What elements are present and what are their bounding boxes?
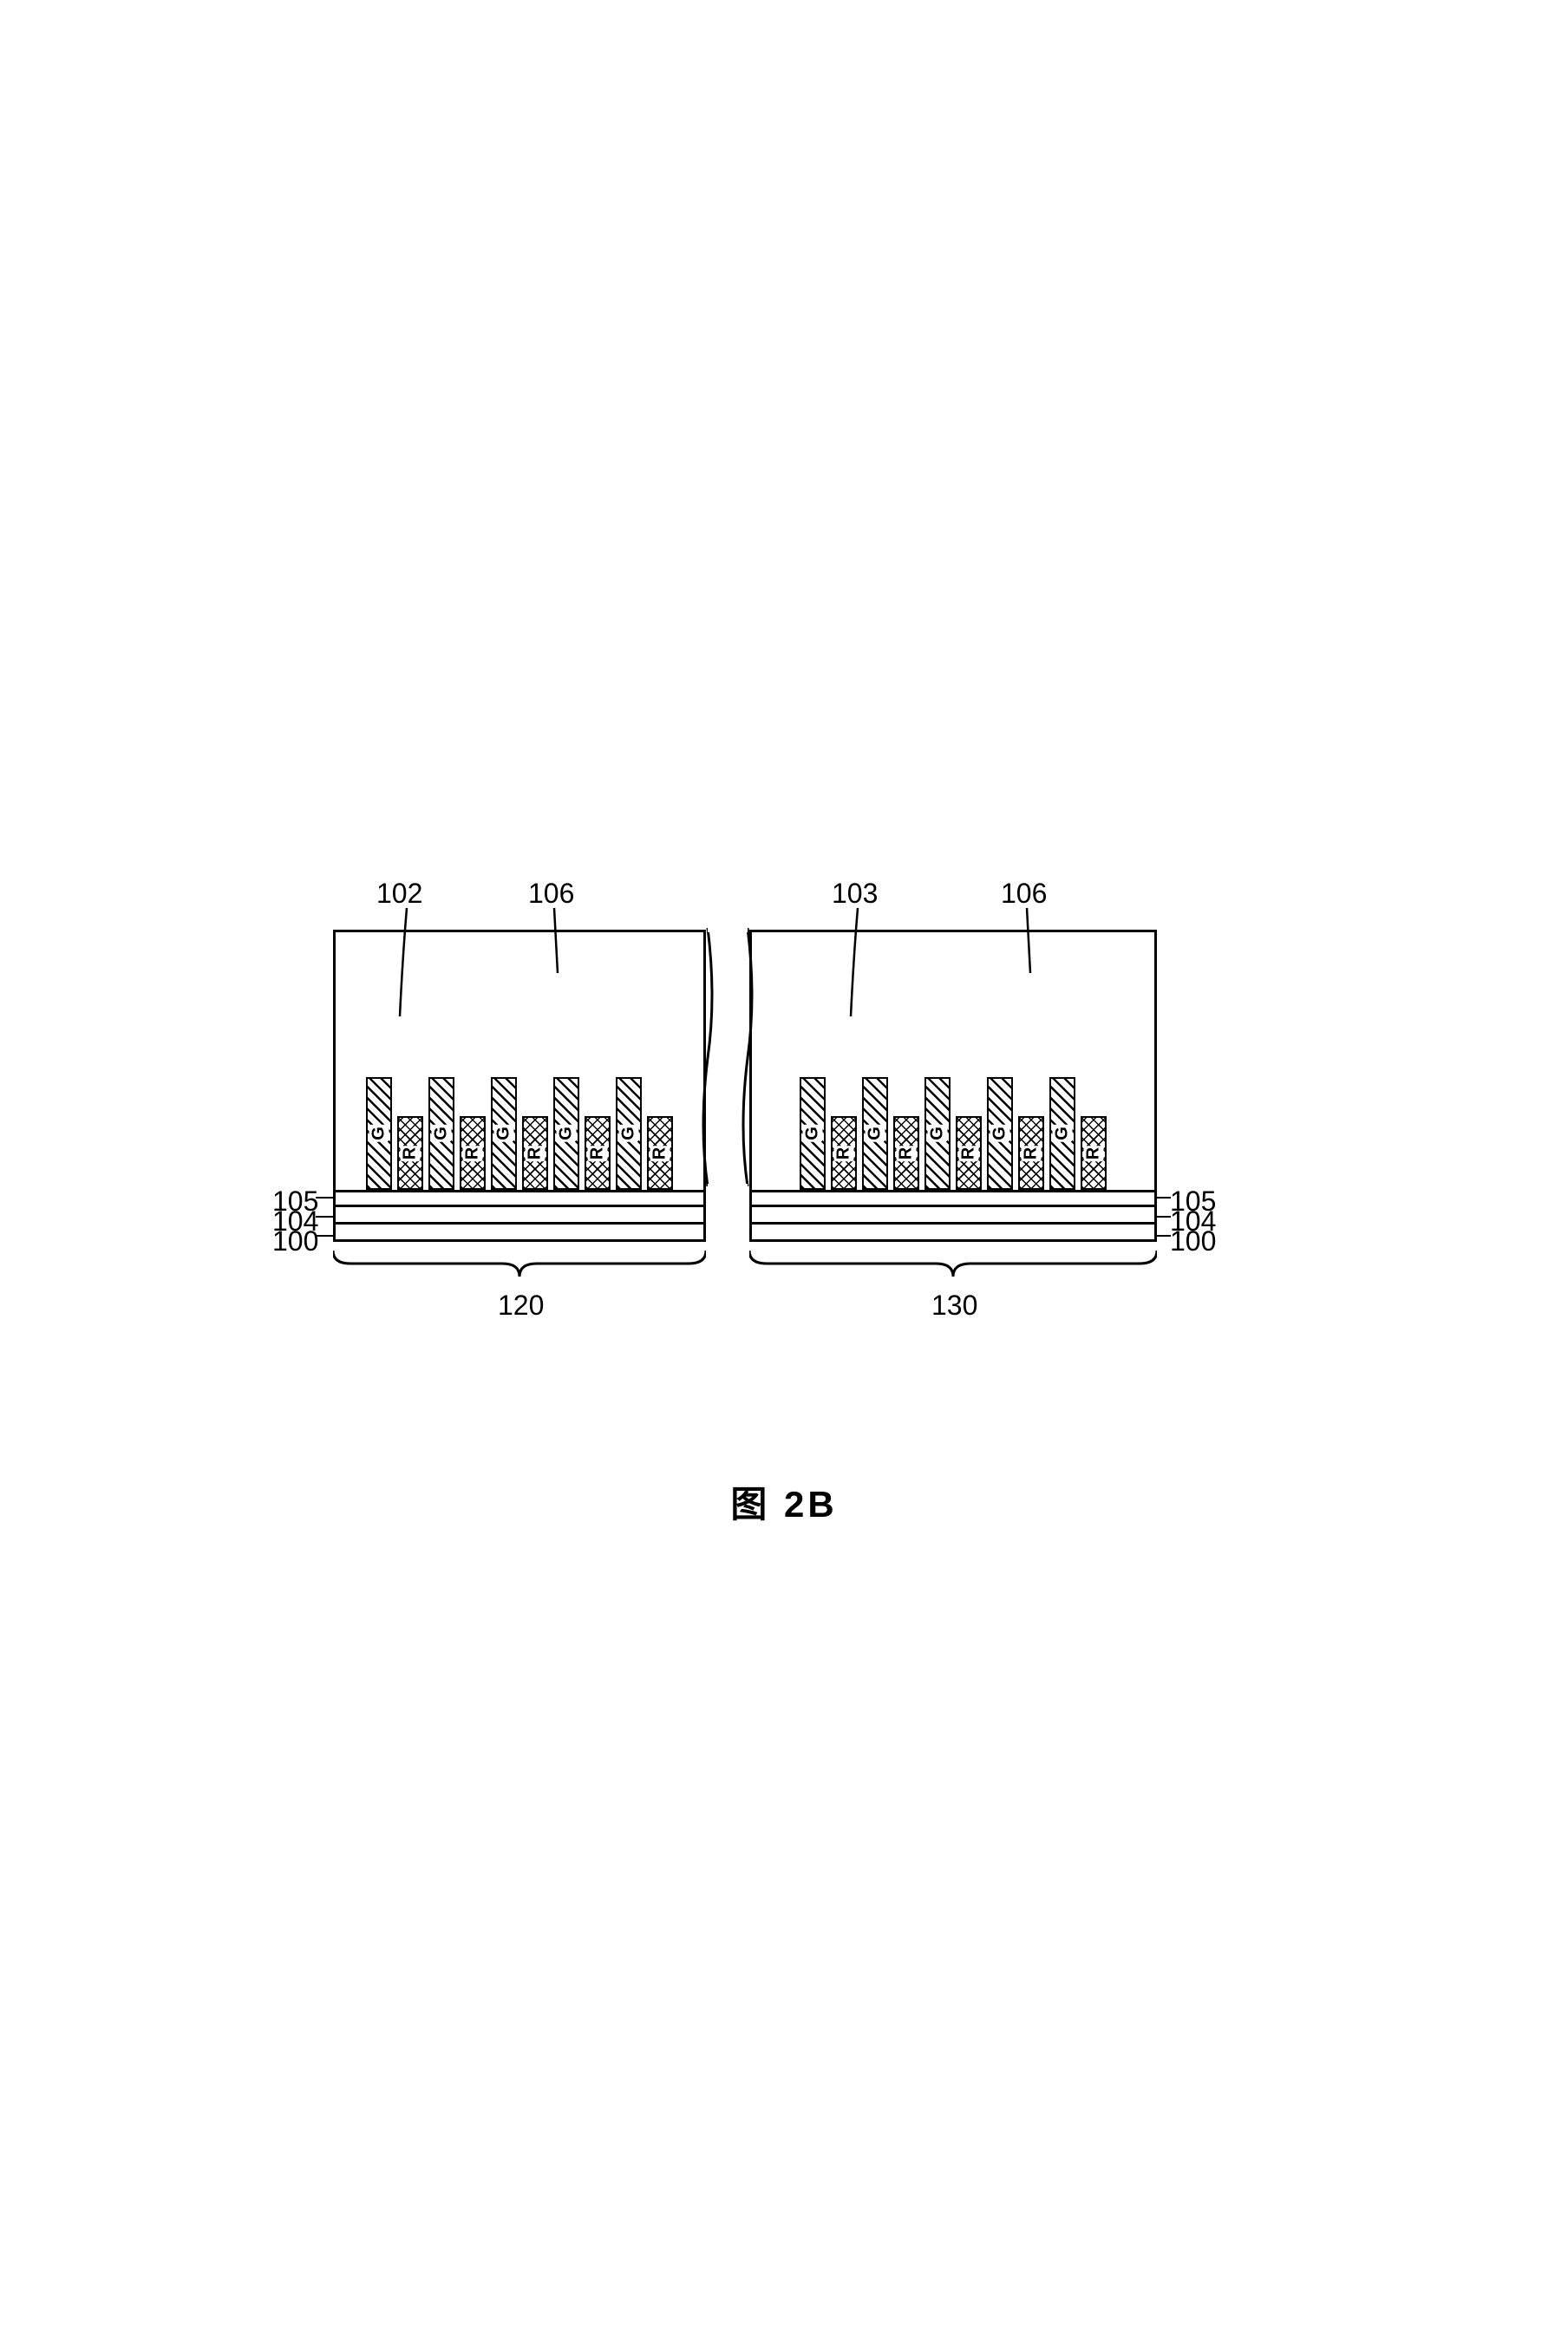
substrate-left — [333, 1190, 706, 1242]
layer-105-left — [333, 1190, 706, 1207]
element-r: R — [956, 1116, 982, 1190]
leader-106-left — [546, 908, 580, 977]
element-g: G — [491, 1077, 517, 1190]
label-102: 102 — [376, 878, 422, 910]
r-label: R — [650, 1145, 670, 1160]
element-r: R — [893, 1116, 919, 1190]
g-label: G — [494, 1125, 514, 1142]
element-r: R — [647, 1116, 673, 1190]
r-label: R — [897, 1145, 917, 1160]
element-r: R — [460, 1116, 486, 1190]
element-g: G — [1049, 1077, 1075, 1190]
r-label: R — [959, 1145, 979, 1160]
g-label: G — [432, 1125, 452, 1142]
g-label: G — [990, 1125, 1010, 1142]
r-label: R — [526, 1145, 546, 1160]
leader-106-right — [1018, 908, 1053, 977]
elements-row-right: G R G R G R G R G R — [761, 1077, 1146, 1190]
element-r: R — [831, 1116, 857, 1190]
leader-100-left — [316, 1235, 335, 1237]
leader-103 — [849, 908, 884, 1021]
elements-row-left: G R G R G R G R G R — [344, 1077, 695, 1190]
r-label: R — [463, 1145, 483, 1160]
element-r: R — [1081, 1116, 1107, 1190]
element-g: G — [428, 1077, 454, 1190]
label-brace-120: 120 — [498, 1290, 544, 1322]
label-106-right: 106 — [1001, 878, 1047, 910]
figure-container: G R G R G R G R G R G R G R — [264, 869, 1304, 1476]
element-r: R — [1018, 1116, 1044, 1190]
encapsulation-106-right: G R G R G R G R G R — [749, 930, 1157, 1190]
brace-130 — [749, 1251, 1157, 1285]
layer-105-right — [749, 1190, 1157, 1207]
r-label: R — [834, 1145, 854, 1160]
r-label: R — [1084, 1145, 1104, 1160]
label-100-right: 100 — [1170, 1225, 1216, 1257]
substrate-right — [749, 1190, 1157, 1242]
element-g: G — [366, 1077, 392, 1190]
leader-105-right — [1155, 1197, 1171, 1199]
break-wavy — [701, 928, 755, 1192]
figure-label: 图 2B — [730, 1475, 837, 1528]
label-100-left: 100 — [272, 1225, 318, 1257]
leader-104-right — [1155, 1216, 1171, 1218]
layer-104-right — [749, 1207, 1157, 1225]
element-g: G — [924, 1077, 951, 1190]
leader-104-left — [316, 1216, 335, 1218]
element-r: R — [397, 1116, 423, 1190]
label-106-left: 106 — [528, 878, 574, 910]
g-label: G — [866, 1125, 885, 1142]
element-g: G — [616, 1077, 642, 1190]
element-g: G — [862, 1077, 888, 1190]
element-g: G — [800, 1077, 826, 1190]
g-label: G — [803, 1125, 823, 1142]
leader-105-left — [316, 1197, 335, 1199]
layer-100-left — [333, 1225, 706, 1242]
g-label: G — [1053, 1125, 1073, 1142]
leader-102 — [398, 908, 433, 1021]
encapsulation-106-left: G R G R G R G R G R — [333, 930, 706, 1190]
layer-100-right — [749, 1225, 1157, 1242]
r-label: R — [401, 1145, 421, 1160]
label-brace-130: 130 — [931, 1290, 977, 1322]
element-g: G — [553, 1077, 579, 1190]
g-label: G — [557, 1125, 577, 1142]
r-label: R — [588, 1145, 608, 1160]
element-g: G — [987, 1077, 1013, 1190]
g-label: G — [619, 1125, 639, 1142]
r-label: R — [1022, 1145, 1042, 1160]
element-r: R — [522, 1116, 548, 1190]
g-label: G — [369, 1125, 389, 1142]
label-103: 103 — [832, 878, 878, 910]
layer-104-left — [333, 1207, 706, 1225]
element-r: R — [585, 1116, 611, 1190]
leader-100-right — [1155, 1235, 1171, 1237]
g-label: G — [928, 1125, 948, 1142]
brace-120 — [333, 1251, 706, 1285]
